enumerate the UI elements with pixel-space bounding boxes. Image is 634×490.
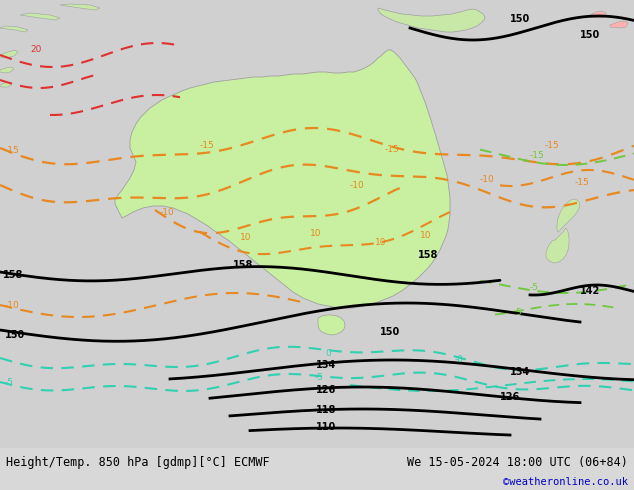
Polygon shape [590,11,606,18]
Polygon shape [20,13,60,20]
Polygon shape [60,4,100,10]
Polygon shape [557,199,580,232]
Text: 150: 150 [5,330,25,340]
Text: -5: -5 [315,373,324,382]
Text: -15: -15 [200,141,215,150]
Text: 158: 158 [3,270,23,280]
Text: Height/Temp. 850 hPa [gdmp][°C] ECMWF: Height/Temp. 850 hPa [gdmp][°C] ECMWF [6,456,269,469]
Text: -10: -10 [350,181,365,190]
Text: 158: 158 [418,250,438,260]
Text: -0: -0 [455,355,464,364]
Text: 10: 10 [420,231,432,240]
Text: -5: -5 [530,283,539,292]
Text: 150: 150 [380,327,400,337]
Text: -10: -10 [160,208,175,217]
Text: We 15-05-2024 18:00 UTC (06+84): We 15-05-2024 18:00 UTC (06+84) [407,456,628,469]
Text: 126: 126 [316,385,336,395]
Polygon shape [546,228,569,263]
Text: -15: -15 [575,178,590,187]
Text: 150: 150 [580,30,600,40]
Polygon shape [0,26,28,32]
Text: -15: -15 [385,145,400,154]
Polygon shape [0,82,12,87]
Text: 142: 142 [580,286,600,296]
Text: 134: 134 [510,367,530,377]
Text: -5: -5 [5,378,14,387]
Text: 126: 126 [500,392,521,402]
Text: ©weatheronline.co.uk: ©weatheronline.co.uk [503,477,628,487]
Text: 5: 5 [515,308,521,317]
Text: -15: -15 [5,146,20,155]
Text: -15: -15 [530,151,545,160]
Text: 10: 10 [375,238,387,247]
Polygon shape [610,21,628,28]
Polygon shape [0,67,14,73]
Text: 10: 10 [240,233,252,242]
Text: -10: -10 [480,175,495,184]
Text: 20: 20 [30,45,41,54]
Text: -15: -15 [545,141,560,150]
Text: 158: 158 [233,260,254,270]
Text: -10: -10 [5,301,20,310]
Polygon shape [0,50,18,58]
Polygon shape [318,315,345,335]
Polygon shape [115,50,450,308]
Text: 134: 134 [316,360,336,370]
Text: 0: 0 [325,349,331,358]
Text: 150: 150 [510,14,530,24]
Polygon shape [378,8,485,32]
Text: 10: 10 [310,229,321,238]
Text: 110: 110 [316,422,336,432]
Text: 118: 118 [316,405,337,415]
